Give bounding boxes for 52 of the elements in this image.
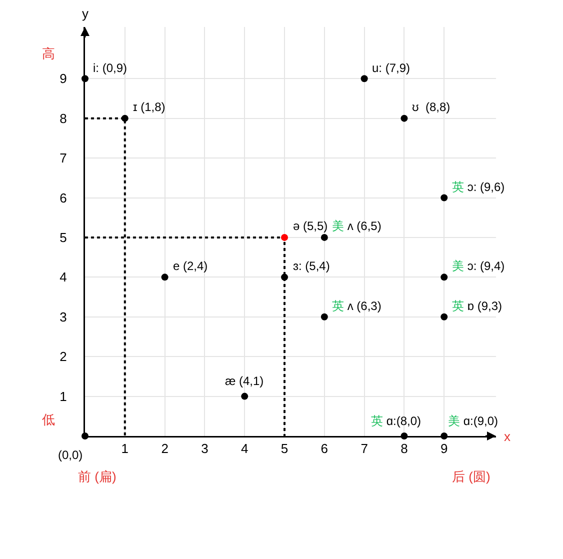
annotation: 英 ɔ: (9,6) xyxy=(452,180,505,194)
point xyxy=(400,114,408,122)
y-tick-label: 8 xyxy=(60,110,67,126)
x-axis-title: x xyxy=(504,429,511,444)
point xyxy=(281,274,288,281)
y-tick-label: 1 xyxy=(60,388,67,404)
y-tick-label: 7 xyxy=(60,150,67,166)
text: 前 (扁) xyxy=(78,469,116,484)
annotation: 美 ɑ:(9,0) xyxy=(448,414,498,428)
y-tick-label: 2 xyxy=(60,349,67,364)
y-tick-label: 5 xyxy=(60,230,67,246)
x-tick-label: 9 xyxy=(440,441,448,456)
annotation: æ (4,1) xyxy=(225,374,264,388)
annotation: ə (5,5) xyxy=(293,219,328,233)
y-axis-title: y xyxy=(82,6,89,21)
x-tick-label: 5 xyxy=(280,441,288,456)
y-tick-label: 3 xyxy=(60,309,67,324)
x-tick-label: 6 xyxy=(320,441,328,456)
annotation: i: (0,9) xyxy=(93,61,128,75)
y-tick-label: 9 xyxy=(60,71,67,86)
x-tick-label: 1 xyxy=(121,441,129,456)
text: 低 xyxy=(42,412,55,427)
annotation: 英 ɒ (9,3) xyxy=(452,299,502,313)
point xyxy=(241,392,248,400)
point xyxy=(440,313,448,320)
point xyxy=(161,274,168,281)
annotation: u: (7,9) xyxy=(372,61,410,75)
x-tick-label: 4 xyxy=(240,441,248,456)
annotation: 美 ɔ: (9,4) xyxy=(452,259,505,273)
text: 后 (圆) xyxy=(452,469,490,484)
point xyxy=(121,114,128,122)
annotation: 英 ɑ:(8,0) xyxy=(371,414,422,428)
x-tick-label: 7 xyxy=(360,441,368,456)
annotation: ɪ (1,8) xyxy=(133,100,166,114)
y-tick-label: 4 xyxy=(60,270,67,285)
annotation: e (2,4) xyxy=(173,259,208,273)
point xyxy=(440,274,448,281)
y-tick-label: 6 xyxy=(60,190,67,206)
annotation: 美 ʌ (6,5) xyxy=(332,219,382,233)
x-tick-label: 2 xyxy=(161,441,168,456)
point xyxy=(281,234,288,241)
annotation: 英 ʌ (6,3) xyxy=(332,299,382,313)
annotation: ɜ: (5,4) xyxy=(293,259,330,273)
point xyxy=(360,75,368,82)
text: 高 xyxy=(42,46,55,61)
point xyxy=(320,313,328,320)
x-tick-label: 8 xyxy=(400,441,408,456)
annotation: (0,0) xyxy=(58,448,83,462)
point xyxy=(440,194,448,202)
point xyxy=(320,234,328,241)
annotation: ʊ (8,8) xyxy=(412,100,450,114)
x-tick-label: 3 xyxy=(201,441,208,456)
